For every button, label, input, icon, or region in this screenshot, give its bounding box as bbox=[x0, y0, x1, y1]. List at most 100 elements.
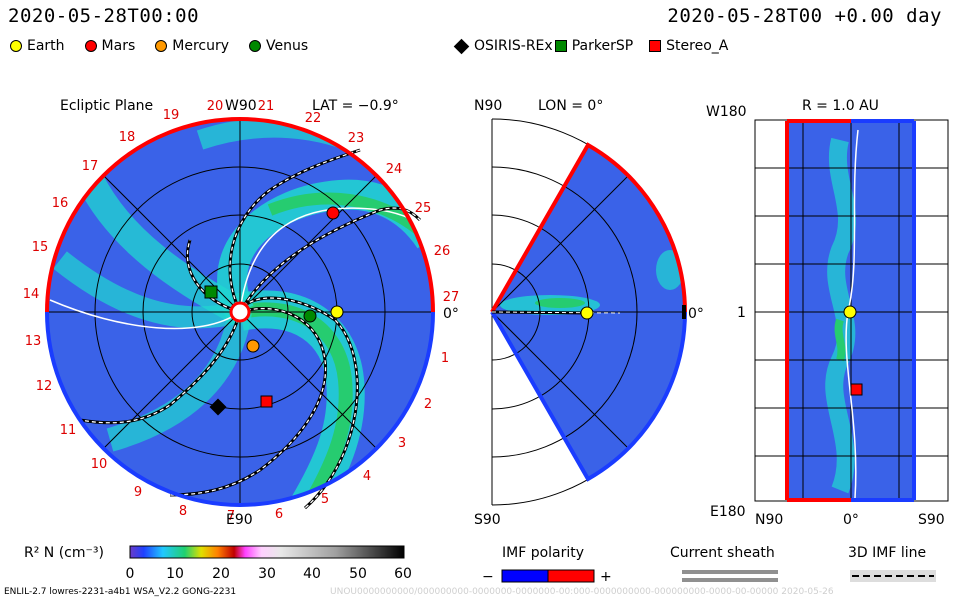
carr-27: 27 bbox=[443, 290, 460, 305]
body-legend: Earth Mars Mercury Venus bbox=[10, 38, 308, 54]
imf-plus: + bbox=[600, 569, 612, 585]
earth-marker-icon bbox=[10, 40, 22, 52]
radial-streams bbox=[825, 137, 857, 494]
ecliptic-white-lines bbox=[49, 207, 431, 330]
legend-stereo-label: Stereo_A bbox=[666, 38, 729, 54]
elapsed-title: 2020-05-28T00 +0.00 day bbox=[667, 5, 942, 27]
current-sheath-title: Current sheath bbox=[670, 545, 775, 561]
cbar-tick-20: 20 bbox=[212, 566, 230, 582]
carr-10: 10 bbox=[91, 457, 108, 472]
colorbar-ticks: 0 10 20 30 40 50 60 bbox=[126, 566, 412, 582]
radial-bottom-left: E180 bbox=[710, 504, 746, 520]
stereo-body bbox=[260, 395, 273, 408]
radial-x-n90: N90 bbox=[755, 512, 783, 528]
imf-minus: − bbox=[482, 569, 494, 585]
carr-12: 12 bbox=[36, 379, 53, 394]
carr-15: 15 bbox=[32, 240, 49, 255]
parker-marker-icon bbox=[554, 40, 567, 52]
colorbar-label: R² N (cm⁻³) bbox=[24, 545, 104, 561]
venus-body bbox=[303, 309, 317, 323]
carr-26: 26 bbox=[434, 244, 451, 259]
meridional-rim-negative bbox=[490, 311, 687, 482]
mars-body bbox=[326, 206, 340, 220]
carr-21: 21 bbox=[258, 99, 275, 114]
carrington-labels: 1 2 3 4 5 6 7 8 9 10 11 12 13 14 15 16 1… bbox=[23, 99, 460, 524]
timestamp-title: 2020-05-28T00:00 bbox=[8, 5, 200, 27]
carr-8: 8 bbox=[179, 504, 187, 519]
meridional-imf-dash bbox=[491, 311, 621, 314]
imf-negative-swatch bbox=[501, 569, 549, 583]
carr-11: 11 bbox=[60, 423, 77, 438]
carr-20: 20 bbox=[207, 99, 224, 114]
meridional-lon-label: LON = 0° bbox=[538, 98, 603, 114]
meridional-top-label: N90 bbox=[474, 98, 502, 114]
spacecraft-legend: OSIRIS-REx ParkerSP Stereo_A bbox=[453, 38, 728, 54]
ecliptic-rim-positive bbox=[45, 117, 435, 313]
ecliptic-lat-label: LAT = −0.9° bbox=[312, 98, 399, 114]
carr-24: 24 bbox=[386, 162, 403, 177]
ecliptic-bottom-label: E90 bbox=[226, 512, 253, 528]
legend-mars-label: Mars bbox=[101, 38, 136, 54]
legend-osiris: OSIRIS-REx bbox=[453, 38, 553, 54]
legend-mercury-label: Mercury bbox=[172, 38, 230, 54]
carr-19: 19 bbox=[163, 108, 180, 123]
legend-parker: ParkerSP bbox=[554, 38, 634, 54]
colorbar-gradient bbox=[129, 545, 405, 559]
cbar-tick-0: 0 bbox=[126, 566, 135, 582]
footer-model-info: ENLIL-2.7 lowres-2231-a4b1 WSA_V2.2 GONG… bbox=[4, 587, 237, 597]
carr-2: 2 bbox=[424, 397, 432, 412]
meridional-right-label: 0° bbox=[688, 306, 704, 322]
mercury-body bbox=[246, 339, 260, 353]
radial-x-zero: 0° bbox=[843, 512, 859, 528]
legend-parker-label: ParkerSP bbox=[571, 38, 634, 54]
carr-4: 4 bbox=[363, 469, 371, 484]
imf-line-legend: 3D IMF line bbox=[848, 545, 936, 582]
cbar-tick-40: 40 bbox=[303, 566, 321, 582]
osiris-body bbox=[209, 398, 227, 416]
legend-osiris-label: OSIRIS-REx bbox=[474, 38, 553, 54]
carr-9: 9 bbox=[134, 485, 142, 500]
carr-3: 3 bbox=[398, 436, 406, 451]
imf-polarity-legend: IMF polarity − + bbox=[482, 545, 612, 585]
parker-body bbox=[204, 285, 218, 299]
ecliptic-top-label: W90 bbox=[225, 98, 257, 114]
imf-title: IMF polarity bbox=[502, 545, 584, 561]
sheath-line-2 bbox=[682, 578, 778, 582]
legend-mars: Mars bbox=[84, 38, 136, 54]
ecliptic-title: Ecliptic Plane bbox=[60, 98, 153, 114]
mercury-marker-icon bbox=[155, 40, 168, 52]
current-sheath-legend: Current sheath bbox=[670, 545, 778, 582]
earth-body bbox=[330, 305, 344, 319]
carr-22: 22 bbox=[305, 111, 322, 126]
radial-top-left: W180 bbox=[706, 104, 747, 120]
venus-marker-icon bbox=[249, 40, 262, 52]
radial-title: R = 1.0 AU bbox=[802, 98, 879, 114]
legend-venus: Venus bbox=[249, 38, 308, 54]
stereo-marker-icon bbox=[649, 40, 662, 52]
ecliptic-imf-dashes bbox=[79, 149, 421, 509]
legend-venus-label: Venus bbox=[266, 38, 309, 54]
carr-23: 23 bbox=[348, 131, 365, 146]
ecliptic-rim-negative bbox=[45, 311, 435, 507]
cbar-tick-30: 30 bbox=[258, 566, 276, 582]
carr-7: 7 bbox=[227, 509, 235, 524]
radial-mid-left: 1 bbox=[737, 305, 746, 321]
carr-1: 1 bbox=[441, 351, 449, 366]
carr-6: 6 bbox=[275, 507, 283, 522]
imf-line-title: 3D IMF line bbox=[848, 545, 926, 561]
radial-panel bbox=[754, 119, 949, 502]
radial-earth-body bbox=[843, 305, 857, 319]
ecliptic-panel bbox=[45, 117, 435, 510]
radial-x-s90: S90 bbox=[918, 512, 945, 528]
radial-stereo-body bbox=[850, 383, 863, 396]
imf-line-bg bbox=[850, 570, 936, 582]
carr-17: 17 bbox=[82, 159, 99, 174]
panel-labels: Ecliptic Plane W90 LAT = −0.9° E90 0° N9… bbox=[60, 98, 945, 528]
imf-positive-swatch bbox=[547, 569, 595, 583]
meridional-earth-tick bbox=[682, 305, 686, 319]
mars-marker-icon bbox=[84, 40, 97, 52]
legend-stereo: Stereo_A bbox=[649, 38, 728, 54]
carr-5: 5 bbox=[321, 492, 329, 507]
cbar-tick-10: 10 bbox=[166, 566, 184, 582]
